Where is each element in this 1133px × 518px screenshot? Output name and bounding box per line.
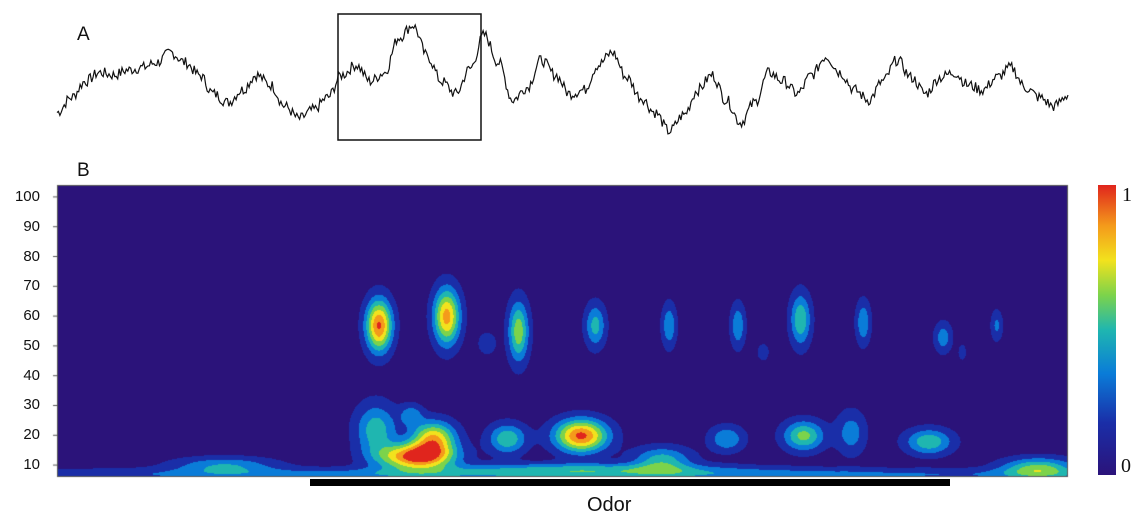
y-tick-label: 20 [23, 426, 40, 444]
y-tick-label: 70 [23, 277, 40, 295]
colorbar-max-label: 1 [1122, 184, 1132, 206]
panel-b-label: B [77, 160, 90, 181]
y-tick-label: 60 [23, 307, 40, 325]
y-tick-label: 30 [23, 396, 40, 414]
y-tick-label: 90 [23, 217, 40, 235]
spectrogram-panel [0, 180, 1133, 485]
y-tick-label: 40 [23, 366, 40, 384]
signal-trace-line [56, 23, 1069, 135]
panel-a-label: A [77, 24, 90, 45]
y-tick-label: 80 [23, 247, 40, 265]
y-tick-label: 10 [23, 456, 40, 474]
signal-trace-chart [56, 13, 1069, 141]
y-tick-label: 100 [14, 187, 40, 205]
spectrogram-heatmap [0, 180, 1133, 480]
odor-stimulus-bar [310, 479, 950, 486]
odor-label: Odor [587, 494, 632, 516]
y-tick-label: 50 [23, 336, 40, 354]
highlight-box [337, 13, 482, 141]
colorbar [1098, 185, 1116, 475]
colorbar-min-label: 0 [1121, 455, 1131, 477]
